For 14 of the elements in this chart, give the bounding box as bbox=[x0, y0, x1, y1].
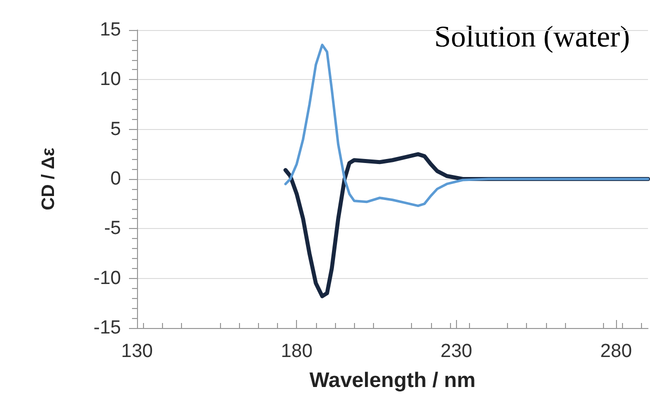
y-tick-label: 15 bbox=[100, 20, 121, 40]
annotation: Solution (water) bbox=[434, 20, 630, 54]
y-axis-title: CD / Δε bbox=[38, 147, 58, 210]
y-tick-label: 5 bbox=[110, 118, 121, 140]
x-tick-label: 180 bbox=[280, 341, 313, 362]
y-tick-label: 10 bbox=[100, 69, 121, 90]
y-tick-label: 0 bbox=[110, 168, 121, 190]
y-tick-label: -10 bbox=[94, 268, 121, 289]
x-tick-label: 230 bbox=[440, 341, 472, 362]
y-tick-label: -15 bbox=[94, 318, 121, 338]
y-tick-label: -5 bbox=[104, 218, 121, 240]
x-axis-title: Wavelength / nm bbox=[309, 369, 476, 392]
x-tick-label: 130 bbox=[121, 341, 153, 362]
x-tick-label: 280 bbox=[600, 341, 632, 362]
